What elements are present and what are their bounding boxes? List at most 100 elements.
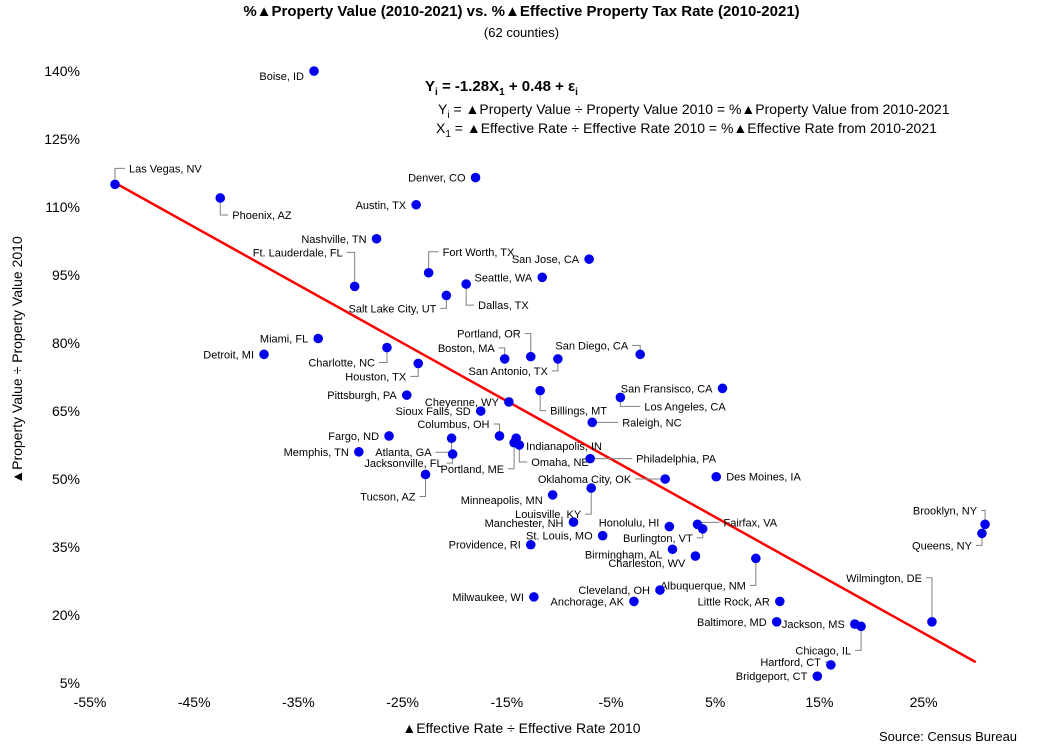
point-label: Cleveland, OH	[578, 585, 650, 597]
y-tick-label: 110%	[45, 199, 80, 215]
data-point	[697, 524, 708, 534]
point-label: Pittsburgh, PA	[327, 390, 397, 402]
y-tick-label: 140%	[44, 63, 80, 79]
regression-equation: Yi = -1.28X1 + 0.48 + εi	[425, 78, 578, 98]
point-label: Atlanta, GA	[375, 447, 432, 459]
data-point	[587, 417, 598, 428]
data-point	[423, 267, 434, 278]
chart-title: %▲Property Value (2010-2021) vs. %▲Effec…	[243, 3, 800, 20]
point-label: Los Angeles, CA	[644, 401, 726, 413]
point-label: Fort Worth, TX	[443, 247, 515, 259]
leader-line	[749, 558, 757, 586]
data-point	[509, 437, 519, 448]
data-point	[461, 279, 471, 289]
data-point	[977, 528, 987, 539]
data-point	[667, 544, 678, 555]
data-point	[660, 474, 670, 484]
point-label: Brooklyn, NY	[913, 505, 978, 517]
point-label: Charlotte, NC	[308, 358, 375, 370]
data-point	[568, 517, 579, 527]
data-point	[110, 179, 120, 190]
x-tick-label: 15%	[805, 694, 833, 710]
data-point	[504, 397, 514, 407]
data-point	[371, 233, 382, 244]
data-point	[553, 354, 563, 364]
point-label: Oklahoma City, OK	[538, 474, 632, 486]
point-label: Honolulu, HI	[599, 518, 660, 530]
y-tick-label: 65%	[52, 403, 80, 419]
data-point	[401, 390, 412, 400]
data-point	[525, 539, 536, 550]
point-label: Milwaukee, WI	[452, 592, 524, 604]
x-tick-label: -45%	[178, 694, 211, 710]
leader-line	[419, 474, 427, 497]
point-label: Fairfax, VA	[723, 517, 777, 529]
chart-subtitle: (62 counties)	[483, 25, 560, 40]
leader-line	[585, 488, 592, 515]
data-point	[411, 199, 421, 210]
point-label: Boston, MA	[438, 343, 496, 355]
point-label: Portland, ME	[441, 464, 505, 476]
y-tick-label: 125%	[44, 131, 80, 147]
point-label: Minneapolis, MN	[461, 495, 543, 507]
x-tick-label: -55%	[74, 694, 107, 710]
leader-line	[508, 442, 515, 470]
leader-line	[518, 445, 528, 463]
data-point	[635, 349, 645, 360]
y-tick-label: 35%	[52, 539, 80, 555]
point-label: Omaha, NE	[531, 457, 588, 469]
point-label: San Diego, CA	[555, 340, 628, 352]
y-tick-label: 50%	[52, 471, 80, 487]
point-label: Columbus, OH	[417, 419, 489, 431]
equation-definition-x: X1 = ▲Effective Rate ÷ Effective Rate 20…	[436, 120, 937, 140]
data-point	[927, 617, 937, 627]
point-label: Baltimore, MD	[697, 617, 767, 629]
leader-line	[428, 251, 439, 273]
point-label: Tucson, AZ	[360, 491, 416, 503]
point-label: Fargo, ND	[328, 431, 379, 443]
data-point	[664, 521, 675, 532]
point-label: Hartford, CT	[760, 657, 821, 669]
point-label: Queens, NY	[912, 540, 973, 552]
leader-line	[114, 167, 126, 185]
point-label: Ft. Lauderdale, FL	[253, 247, 343, 259]
y-tick-label: 5%	[60, 675, 80, 691]
point-label: Albuquerque, NM	[660, 580, 746, 592]
leader-line	[465, 284, 475, 306]
x-tick-label: 25%	[910, 694, 938, 710]
data-point	[384, 431, 394, 441]
point-label: Providence, RI	[449, 540, 521, 552]
trendline	[114, 181, 977, 664]
point-label: St. Louis, MO	[526, 531, 593, 543]
data-point	[629, 596, 639, 607]
point-label: Sioux Falls, SD	[396, 406, 471, 418]
y-tick-label: 95%	[52, 267, 80, 283]
point-label: Raleigh, NC	[622, 417, 681, 429]
data-point	[354, 447, 364, 457]
data-point	[597, 530, 608, 541]
data-point	[475, 406, 486, 416]
data-point	[529, 592, 539, 602]
data-point	[775, 596, 785, 607]
data-point	[259, 349, 269, 360]
point-label: Wilmington, DE	[846, 573, 922, 585]
data-point	[690, 551, 701, 561]
data-point	[615, 392, 626, 403]
data-point	[826, 660, 836, 670]
data-point	[446, 433, 457, 444]
data-point	[313, 333, 323, 344]
point-label: Manchester, NH	[485, 518, 564, 530]
point-label: Las Vegas, NV	[129, 163, 202, 175]
point-label: Little Rock, AR	[698, 596, 770, 608]
point-label: Houston, TX	[345, 371, 407, 383]
data-point	[413, 358, 424, 369]
point-label: Denver, CO	[408, 173, 466, 185]
leader-line	[346, 251, 356, 287]
x-tick-label: -25%	[386, 694, 419, 710]
data-point	[711, 471, 722, 482]
point-label: Nashville, TN	[301, 234, 366, 246]
x-axis-label: ▲Effective Rate ÷ Effective Rate 2010	[402, 720, 641, 736]
data-point	[584, 254, 594, 264]
leader-line	[539, 390, 547, 412]
point-label: Burlington, VT	[623, 533, 693, 545]
